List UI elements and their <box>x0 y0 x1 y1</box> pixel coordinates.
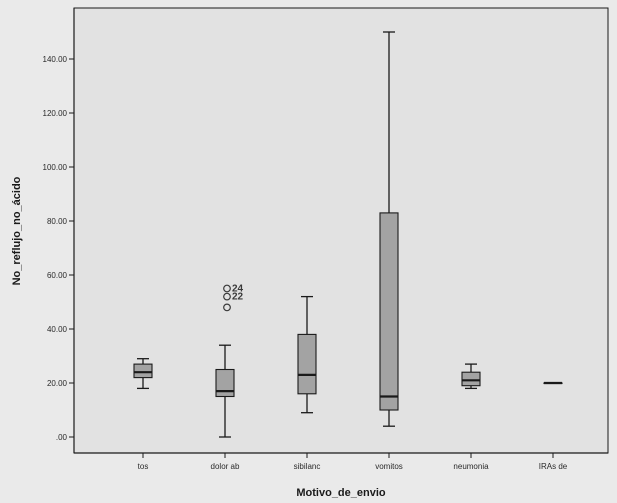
boxes-layer <box>133 31 563 438</box>
box-neumonia <box>461 363 481 390</box>
y-tick-label: 60.00 <box>47 271 68 280</box>
y-tick-label: .00 <box>56 433 68 442</box>
y-tick-label: 40.00 <box>47 325 68 334</box>
box-tos <box>133 358 153 390</box>
iqr-box <box>379 212 399 411</box>
iqr-box <box>133 363 153 379</box>
y-tick-label: 100.00 <box>43 163 68 172</box>
box-sibilanc <box>297 295 317 414</box>
box-dolor-ab <box>215 344 235 438</box>
x-axis-ticks: tos dolor ab sibilanc vomitos neumonia IRAs d… <box>138 453 568 471</box>
y-tick-label: 140.00 <box>43 55 68 64</box>
box-iras-de <box>543 381 563 385</box>
x-tick-label: sibilanc <box>294 462 321 471</box>
x-tick-label: tos <box>138 462 149 471</box>
y-axis-title: No_reflujo_no_ácido <box>11 176 23 285</box>
x-tick-label: IRAs de <box>539 462 568 471</box>
x-tick-label: vomitos <box>375 462 403 471</box>
x-tick-label: dolor ab <box>211 462 240 471</box>
x-tick-label: neumonia <box>453 462 489 471</box>
outlier-label: 22 <box>232 292 244 303</box>
y-tick-label: 80.00 <box>47 217 68 226</box>
iqr-box <box>297 333 317 395</box>
outlier-label: 24 <box>232 284 244 295</box>
iqr-box <box>215 368 235 398</box>
x-axis-title: Motivo_de_envio <box>296 487 386 499</box>
y-tick-label: 20.00 <box>47 379 68 388</box>
plot-area <box>73 7 609 454</box>
outlier-point <box>223 292 231 301</box>
box-vomitos <box>379 31 399 427</box>
outlier-point <box>223 303 231 312</box>
y-axis-ticks: .00 20.00 40.00 60.00 80.00 100.00 120.00 140.0… <box>43 55 74 442</box>
iqr-box <box>461 371 481 387</box>
y-tick-label: 120.00 <box>43 109 68 118</box>
outlier-point <box>223 284 231 293</box>
